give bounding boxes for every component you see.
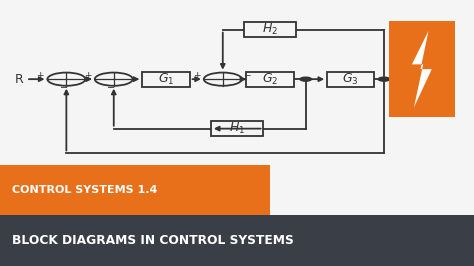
Bar: [244, 22, 296, 37]
Text: CONTROL SYSTEMS 1.4: CONTROL SYSTEMS 1.4: [12, 185, 157, 195]
Text: −: −: [60, 83, 68, 93]
Text: $G_2$: $G_2$: [262, 72, 278, 87]
Circle shape: [47, 73, 85, 86]
Circle shape: [300, 77, 311, 81]
Text: $G_3$: $G_3$: [343, 72, 359, 87]
Text: BLOCK DIAGRAMS IN CONTROL SYSTEMS: BLOCK DIAGRAMS IN CONTROL SYSTEMS: [12, 234, 293, 247]
Text: +: +: [193, 70, 201, 80]
Bar: [246, 72, 294, 86]
Bar: [142, 72, 190, 86]
Bar: [211, 121, 263, 136]
Text: $G_1$: $G_1$: [158, 72, 174, 87]
Text: +: +: [84, 70, 91, 80]
Text: +: +: [36, 70, 44, 80]
Polygon shape: [412, 31, 432, 107]
Text: $H_1$: $H_1$: [229, 121, 245, 136]
Text: $H_2$: $H_2$: [262, 22, 278, 37]
Text: C: C: [422, 73, 431, 86]
Circle shape: [378, 77, 390, 81]
Circle shape: [204, 73, 242, 86]
Bar: [0, 215, 474, 266]
Bar: [327, 72, 374, 86]
Text: −: −: [107, 83, 116, 93]
Text: R: R: [15, 73, 23, 86]
Bar: [0, 165, 270, 215]
Circle shape: [95, 73, 133, 86]
Text: −: −: [243, 70, 250, 80]
FancyBboxPatch shape: [386, 16, 458, 124]
